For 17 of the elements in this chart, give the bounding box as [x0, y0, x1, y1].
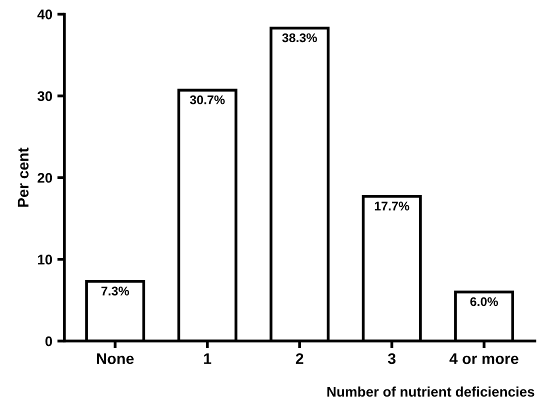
x-tick-label: 2	[296, 353, 304, 364]
x-tick-label: None	[97, 353, 134, 364]
y-tick-label: 10	[38, 254, 52, 264]
x-tick-label: 4 or more	[449, 353, 518, 364]
data-label: 6.0%	[470, 297, 498, 306]
y-axis-title: Per cent	[18, 148, 29, 207]
y-tick-label: 30	[37, 91, 52, 102]
data-label: 30.7%	[190, 95, 225, 104]
data-label: 7.3%	[101, 286, 130, 296]
data-label: 38.3%	[282, 33, 317, 42]
y-tick-label: 40	[37, 10, 52, 20]
x-tick-label: 3	[388, 353, 396, 364]
x-tick-label: 1	[204, 353, 212, 364]
x-axis-title: Number of nutrient deficiencies	[327, 386, 534, 397]
data-label: 17.7%	[374, 202, 410, 210]
y-tick-label: 0	[45, 336, 52, 346]
y-tick-label: 20	[38, 172, 52, 183]
